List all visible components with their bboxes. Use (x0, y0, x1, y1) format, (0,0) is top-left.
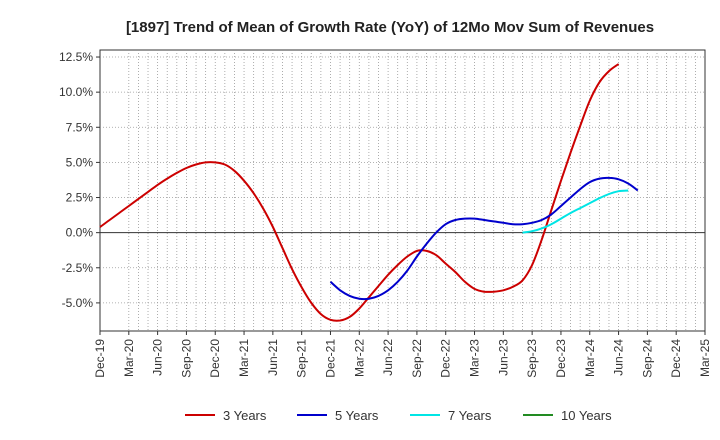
x-tick-label: Sep-23 (525, 339, 539, 378)
x-tick-label: Mar-21 (237, 339, 251, 377)
x-tick-label: Dec-21 (323, 339, 337, 378)
y-tick-label: 7.5% (66, 120, 94, 134)
x-tick-label: Sep-24 (640, 339, 654, 378)
legend-label-7-years: 7 Years (448, 408, 492, 423)
legend-label-10-years: 10 Years (561, 408, 612, 423)
x-tick-label: Mar-23 (468, 339, 482, 377)
x-tick-label: Jun-24 (612, 339, 626, 376)
y-tick-label: 0.0% (66, 226, 94, 240)
x-tick-label: Jun-22 (381, 339, 395, 376)
series-line-7-years (522, 189, 629, 234)
legend: 3 Years 5 Years 7 Years 10 Years (185, 408, 612, 423)
x-tick-label: Sep-21 (295, 339, 309, 378)
y-tick-label: 10.0% (59, 85, 93, 99)
legend-label-5-years: 5 Years (335, 408, 379, 423)
x-tick-label: Jun-21 (266, 339, 280, 376)
grid (100, 50, 705, 331)
x-tick-label: Sep-20 (179, 339, 193, 378)
chart-title: [1897] Trend of Mean of Growth Rate (YoY… (126, 19, 654, 36)
plot-frame (99, 49, 706, 332)
y-tick-label: -5.0% (62, 296, 94, 310)
plot-area (99, 49, 706, 332)
x-tick-label: Jun-20 (151, 339, 165, 376)
series-lines (99, 63, 639, 322)
x-tick-label: Mar-20 (122, 339, 136, 377)
x-tick-label: Dec-23 (554, 339, 568, 378)
x-tick-label: Dec-19 (93, 339, 107, 378)
series-line-5-years (329, 176, 639, 301)
x-tick-label: Jun-23 (496, 339, 510, 376)
x-tick-label: Mar-25 (698, 339, 712, 377)
x-tick-label: Mar-24 (583, 339, 597, 377)
y-tick-label: -2.5% (62, 261, 94, 275)
y-tick-label: 2.5% (66, 191, 94, 205)
x-tick-label: Dec-22 (439, 339, 453, 378)
x-tick-label: Dec-24 (669, 339, 683, 378)
series-line-3-years (99, 63, 620, 322)
x-axis: Dec-19 Mar-20 Jun-20 Sep-20 Dec-20 Mar-21 Jun-… (93, 331, 712, 378)
x-tick-label: Mar-22 (352, 339, 366, 377)
legend-label-3-years: 3 Years (223, 408, 267, 423)
y-tick-label: 12.5% (59, 50, 93, 64)
x-tick-label: Sep-22 (410, 339, 424, 378)
y-axis: 12.5% 10.0% 7.5% 5.0% 2.5% 0.0% -2.5% -5.0% (59, 50, 100, 310)
x-tick-label: Dec-20 (208, 339, 222, 378)
y-tick-label: 5.0% (66, 155, 94, 169)
